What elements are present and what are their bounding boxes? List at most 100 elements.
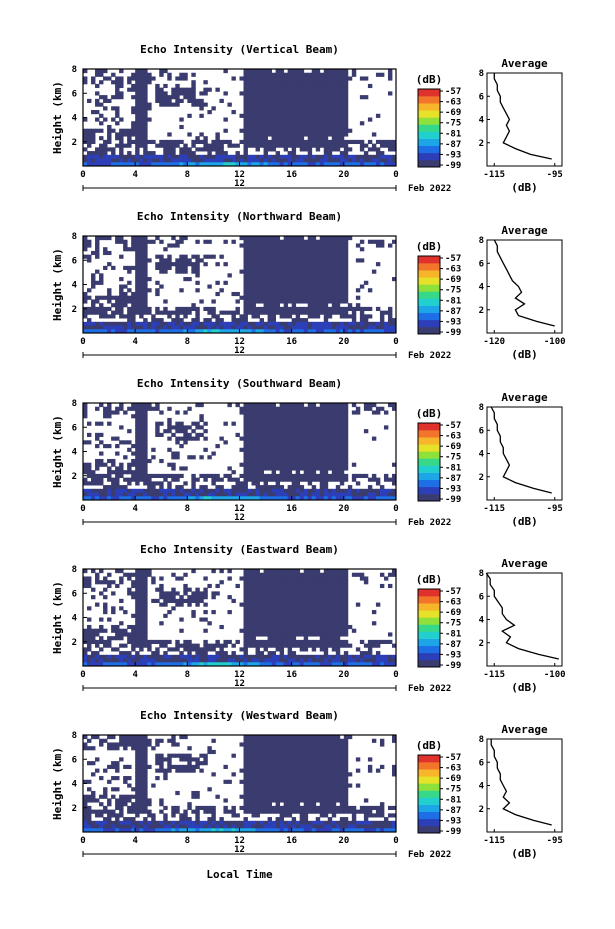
heatmap-cell [283,576,289,581]
heatmap-cell [95,651,100,656]
heatmap-cell [267,265,272,270]
heatmap-cell [339,329,345,334]
heatmap-cell [199,492,204,497]
heatmap-cell [315,147,321,152]
heatmap-cell [279,477,285,482]
colorbar-swatch [418,645,440,654]
heatmap-cell [243,462,248,467]
heatmap-cell [255,425,260,430]
heatmap-cell [251,136,256,141]
heatmap-cell [91,595,96,600]
heatmap-cell [319,124,325,130]
heatmap-cell [279,284,285,289]
heatmap-cell [343,265,349,270]
average-x-tick-label: -120 [483,337,505,347]
heatmap-cell [315,440,321,445]
heatmap-cell [155,658,160,663]
heatmap-cell [83,325,88,330]
heatmap-cell [311,598,317,603]
heatmap-cell [267,488,272,493]
heatmap-cell [163,310,168,315]
heatmap-cell [307,643,313,648]
heatmap-cell [247,247,252,252]
heatmap-cell [255,265,260,270]
heatmap-cell [255,662,260,667]
heatmap-cell [295,113,301,118]
heatmap-cell [91,284,96,289]
heatmap-cell [339,591,345,596]
heatmap-cell [259,598,264,603]
heatmap-cell [167,243,172,248]
heatmap-cell [231,658,236,663]
heatmap-cell [339,239,345,244]
heatmap-cell [335,440,341,445]
heatmap-cell [291,598,297,603]
heatmap-cell [139,303,144,308]
heatmap-cell [179,617,184,622]
x-tick-label: 4 [132,170,138,180]
heatmap-cell [139,576,144,581]
heatmap-cell [187,258,192,263]
heatmap-cell [335,295,341,300]
heatmap-cell [135,299,140,304]
heatmap-cell [291,154,297,159]
heatmap-cell [127,162,132,167]
heatmap-cell [331,410,337,415]
heatmap-cell [271,595,277,600]
heatmap-cell [283,102,289,107]
heatmap-cell [291,658,297,663]
panel-1: Echo Intensity (Vertical Beam)0 4 8 12 16 20 0… [51,43,563,194]
heatmap-cell [323,110,329,115]
heatmap-cell [231,318,236,323]
heatmap-cell [299,154,305,159]
heatmap-cell [251,106,256,111]
heatmap-cell [283,455,289,460]
heatmap-cell [379,496,385,501]
heatmap-cell [119,95,124,100]
heatmap-cell [155,425,160,430]
heatmap-cell [279,414,285,419]
heatmap-cell [147,485,152,490]
heatmap-cell [287,269,293,274]
heatmap-cell [139,473,144,479]
heatmap-cell [259,425,264,430]
heatmap-cell [115,136,120,141]
heatmap-cell [343,239,349,244]
heatmap-cell [339,496,345,501]
heatmap-cell [295,299,301,304]
heatmap-cell [335,306,341,312]
heatmap-cell [143,95,148,100]
heatmap-cell [167,481,172,486]
heatmap-cell [219,254,224,259]
heatmap-cell [147,321,152,326]
heatmap-cell [299,280,305,285]
heatmap-cell [247,654,252,659]
heatmap-cell [247,265,252,270]
heatmap-cell [127,470,132,475]
heatmap-cell [335,139,341,145]
heatmap-cell [339,639,345,645]
heatmap-cell [247,496,252,501]
heatmap-cell [259,269,264,274]
heatmap-cell [379,314,385,319]
heatmap-cell [315,254,321,259]
heatmap-cell [343,444,349,449]
heatmap-cell [307,406,313,411]
heatmap-cell [139,91,144,96]
heatmap-cell [239,158,244,163]
heatmap-cell [171,162,176,167]
heatmap-cell [279,587,285,592]
heatmap-cell [335,458,341,464]
heatmap-cell [339,80,345,85]
heatmap-cell [291,632,297,637]
heatmap-cell [99,273,104,278]
heatmap-cell [159,143,164,148]
heatmap-cell [367,406,373,411]
heatmap-cell [359,76,365,81]
heatmap-cell [279,239,285,244]
heatmap-cell [271,580,277,585]
heatmap-cell [91,273,96,278]
heatmap-cell [287,329,293,334]
heatmap-cell [203,647,208,652]
heatmap-cell [263,277,268,282]
